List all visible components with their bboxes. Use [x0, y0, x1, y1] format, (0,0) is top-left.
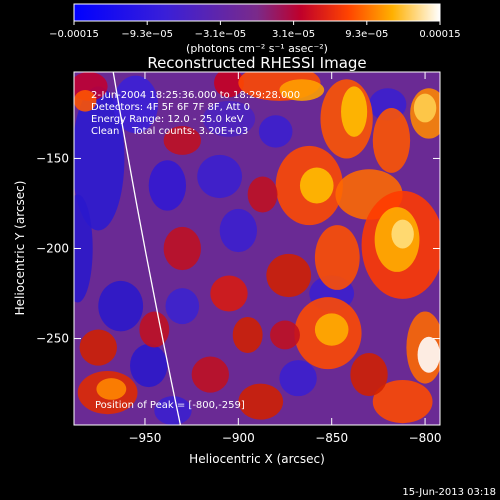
heatmap-region — [139, 311, 170, 348]
footer-date: 15-Jun-2013 03:18 — [402, 487, 496, 498]
heatmap-region — [74, 90, 97, 112]
heatmap-region — [96, 378, 127, 400]
heatmap-region — [79, 329, 117, 366]
heatmap-region — [350, 352, 388, 397]
heatmap-region — [219, 208, 257, 253]
heatmap-region — [130, 343, 168, 388]
heatmap-region — [202, 100, 256, 137]
heatmap-region — [232, 316, 263, 353]
colorbar-tick-label: −9.3e−05 — [121, 29, 173, 40]
heatmap-region — [372, 379, 433, 424]
heatmap-blobs — [74, 72, 440, 425]
colorbar-tick-label: 9.3e−05 — [345, 29, 388, 40]
x-tick-label: −800 — [409, 431, 442, 445]
heatmap-region — [113, 75, 159, 134]
axis-ticks: −950 −900 −850 −800 −150 −200 −250 — [36, 72, 442, 445]
y-tick-label: −250 — [36, 332, 69, 346]
heatmap-region — [197, 154, 243, 199]
annotation-time-range: 2-Jun-2004 18:25:36.000 to 18:29:28.000 — [91, 90, 300, 101]
heatmap-region — [341, 86, 368, 137]
annotation-energy-range: Energy Range: 12.0 - 25.0 keV — [91, 114, 244, 125]
x-tick-label: −850 — [315, 431, 348, 445]
colorbar-ticks: −0.00015 −9.3e−05 −3.1e−05 3.1e−05 9.3e−05 0.… — [49, 21, 461, 40]
solar-limb-curve — [112, 72, 182, 425]
heatmap-region — [314, 313, 349, 346]
heatmap-region — [74, 86, 125, 231]
heatmap-region — [238, 383, 284, 420]
heatmap-region — [270, 320, 300, 350]
annotation-counts: Clean Total counts: 3.20E+03 — [91, 126, 248, 137]
heatmap-region — [163, 126, 201, 155]
x-tick-label: −900 — [222, 431, 255, 445]
colorbar-tick-label: −0.00015 — [49, 29, 99, 40]
heatmap-region — [391, 219, 414, 249]
colorbar-tick-label: 3.1e−05 — [272, 29, 315, 40]
heatmap-region — [210, 275, 248, 312]
heatmap-region — [266, 253, 312, 298]
heatmap-region — [413, 93, 437, 123]
heatmap-region — [258, 115, 293, 148]
heatmap-region — [417, 336, 440, 373]
annotation-detectors: Detectors: 4F 5F 6F 7F 8F, Att 0 — [91, 102, 250, 113]
heatmap-region — [74, 194, 93, 303]
heatmap-region — [247, 176, 278, 213]
heatmap-region — [299, 167, 334, 204]
peak-position-label: Position of Peak = [-800,-259] — [95, 400, 245, 411]
y-axis-label: Heliocentric Y (arcsec) — [13, 181, 27, 316]
chart-title: Reconstructed RHESSI Image — [147, 54, 366, 72]
heatmap-region — [279, 79, 325, 101]
heatmap-region — [98, 280, 144, 332]
colorbar-tick-label: −3.1e−05 — [195, 29, 247, 40]
heatmap-region — [165, 288, 200, 325]
y-tick-label: −150 — [36, 151, 69, 165]
heatmap-region — [279, 360, 317, 397]
heatmap-region — [214, 72, 244, 98]
heatmap-region — [191, 356, 229, 393]
heatmap-region — [154, 396, 192, 425]
colorbar-tick-label: 0.00015 — [419, 29, 460, 40]
x-tick-label: −950 — [128, 431, 161, 445]
colorbar-unit-label: (photons cm⁻² s⁻¹ asec⁻²) — [186, 42, 328, 55]
heatmap-region — [148, 160, 187, 211]
x-axis-label: Heliocentric X (arcsec) — [189, 452, 325, 466]
colorbar — [73, 3, 441, 22]
heatmap-region — [163, 226, 201, 271]
heatmap-region — [314, 225, 360, 290]
y-tick-label: −200 — [36, 242, 69, 256]
heatmap-region — [372, 108, 411, 173]
